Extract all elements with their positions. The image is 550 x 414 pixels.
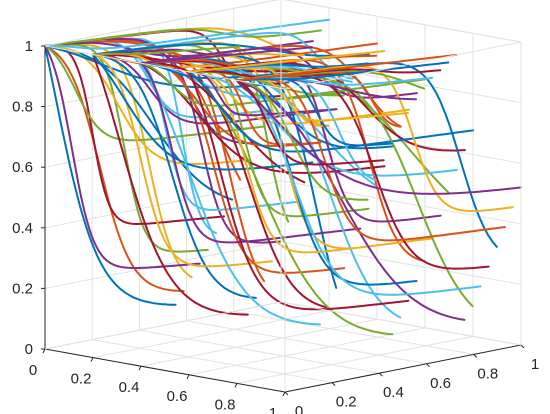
curve-series-line [44,45,266,142]
x-tick-mark [282,391,286,397]
z-tick-label: 0.8 [12,99,33,116]
x-axis-line [44,348,286,393]
y-tick-mark [331,382,336,386]
x-tick-mark [138,365,142,371]
curve-series-line [236,76,434,86]
curve-layer [44,18,522,336]
curve-series-line [236,53,458,82]
curve-series-line [44,45,225,225]
y-tick-mark [473,354,478,358]
box-top-front-edge [44,45,286,90]
z-tick-label: 0 [25,341,33,358]
floor-grid-line [139,329,380,374]
x-tick-label: 0 [29,362,37,379]
curve-series-line [188,70,410,311]
curve-series-line [92,53,314,171]
curve-series-line [92,45,241,56]
floor-grid-line [140,318,378,367]
x-tick-label: 0.8 [215,396,236,413]
curve-series-line [188,70,474,153]
y-tick-label: 0 [295,403,303,414]
curve-series-line [236,79,522,195]
curve-series-line [140,62,426,107]
z-tick-label: 1 [25,38,33,55]
floor-grid-line [186,320,427,365]
curve-series-line [140,62,321,326]
axis-layer [41,0,525,397]
y-tick-label: 0.4 [383,384,404,401]
curve-series-line [236,77,506,242]
floor-grid-line [233,310,474,355]
floor-far-edge [280,301,522,346]
curve-series-line [92,53,249,316]
curve-series-line [92,43,370,57]
back-wall-grid-line [280,180,522,225]
x-tick-mark [186,374,190,380]
z-tick-label: 0.6 [12,159,33,176]
curve-series-line [236,79,482,296]
curve-series-line [92,53,273,268]
curve-series-line [44,45,185,293]
curve-series-line [236,79,385,166]
curve-series-line [188,69,418,286]
x-tick-mark [90,357,94,362]
y-tick-mark [284,391,289,396]
curve-series-line [140,62,362,244]
box-top-back-edge [283,0,522,43]
curve-series-line [44,45,290,89]
x-tick-label: 1 [269,405,277,414]
z-tick-label: 0.2 [12,280,33,297]
curve-series-line [236,79,466,321]
curve-series-line [44,45,201,269]
floor-grid-line [188,327,426,376]
floor-grid-line [92,310,330,359]
back-wall-grid-line [280,119,522,164]
box-top-left-edge [44,0,279,47]
floor-back-edge [44,301,282,350]
y-tick-mark [426,363,430,368]
y-axis-line [284,344,522,393]
x-tick-label: 0.6 [167,388,188,405]
curve-series-line [236,79,369,201]
x-tick-label: 0.4 [119,379,140,396]
box-top-right-edge [284,41,522,90]
x-tick-mark [42,348,46,354]
tick-label-layer: 0 0.2 0.4 0.6 0.8 1 0 0.2 0.4 0.6 0.8 1 0 0.2 0.4 0.6 0.… [12,38,539,414]
curve-series-line [140,46,313,65]
curve-series-line [44,43,209,253]
curve-series-line [44,45,250,165]
floor-grid-line [92,339,333,384]
curve-series-line [188,50,386,73]
curve-series-line [92,53,257,299]
curve-series-line [188,59,426,263]
x-tick-mark [234,383,238,388]
y-tick-mark [520,344,525,349]
y-tick-label: 0.8 [477,365,498,382]
curve-series-line [44,45,177,306]
x-tick-label: 0.2 [71,371,92,388]
curve-series-line [44,28,322,47]
curve-series-line [188,70,394,336]
y-tick-label: 0.6 [430,375,451,392]
curve-series-line [236,61,450,82]
z-tick-label: 0.4 [12,220,33,237]
floor-grid-line [236,335,474,384]
y-tick-label: 1 [531,356,539,373]
y-tick-mark [379,372,383,377]
curve-series-line [236,78,409,122]
y-tick-label: 0.2 [336,394,357,411]
curve-series-line [44,18,330,50]
curve-series-line [140,62,330,309]
